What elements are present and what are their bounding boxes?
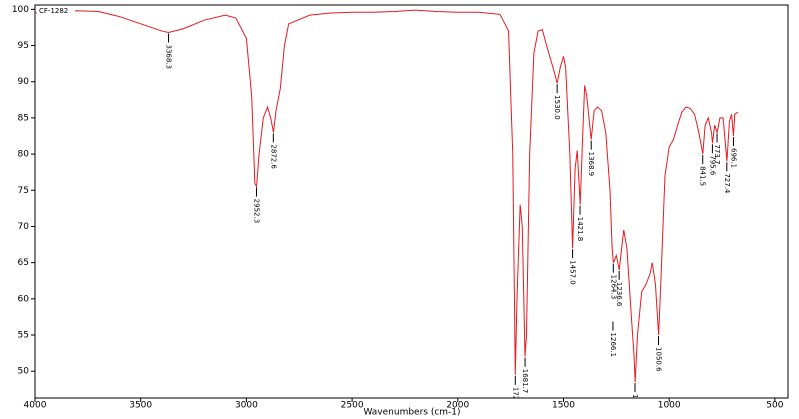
- y-tick-label: 90: [18, 77, 30, 87]
- y-tick-label: 100: [12, 5, 29, 15]
- peak-label: 1050.6: [654, 347, 662, 372]
- x-tick-label: 1000: [658, 401, 681, 411]
- x-tick-label: 3000: [235, 401, 258, 411]
- peak-label: 2872.6: [269, 144, 277, 169]
- peak-label: 1728.1: [511, 387, 519, 412]
- peak-label: 3368.3: [165, 45, 173, 70]
- y-tick-label: 80: [18, 150, 30, 160]
- peak-label: 1457.0: [569, 260, 577, 285]
- peak-label: 773.7: [713, 144, 721, 164]
- peak-label: 1264.3: [609, 275, 617, 300]
- peak-label: 1421.8: [576, 217, 584, 242]
- y-tick-label: 95: [18, 41, 29, 51]
- x-tick-label: 2000: [446, 401, 469, 411]
- y-tick-label: 85: [18, 113, 29, 123]
- x-tick-label: 2500: [341, 401, 364, 411]
- y-tick-label: 75: [18, 186, 29, 196]
- peak-label: 1161.8: [631, 394, 639, 419]
- legend-box: [37, 6, 75, 16]
- peak-label: 841.5: [699, 166, 707, 186]
- x-tick-label: 4000: [24, 401, 47, 411]
- x-tick-label: 1500: [552, 401, 575, 411]
- peak-label: 1681.7: [521, 369, 529, 394]
- x-axis-title: Wavenumbers (cm-1): [363, 408, 460, 418]
- legend-label: CF-1282: [39, 7, 68, 15]
- peak-label: 1530.0: [553, 95, 561, 120]
- peak-label: 1368.9: [587, 152, 595, 177]
- peak-label: 795.6: [708, 155, 716, 176]
- x-tick-label: 3500: [129, 401, 152, 411]
- y-tick-label: 50: [18, 367, 30, 377]
- plot-frame: [34, 4, 789, 399]
- peak-label: 1266.1: [609, 333, 617, 358]
- peak-label: 1236.6: [615, 282, 623, 307]
- y-tick-label: 55: [18, 331, 29, 341]
- y-tick-label: 70: [18, 222, 30, 232]
- x-tick-label: 500: [766, 401, 783, 411]
- y-tick-label: 65: [18, 258, 29, 268]
- spectrum-line: [35, 9, 739, 383]
- peak-label: 2952.3: [252, 199, 260, 224]
- y-tick-label: 60: [18, 294, 30, 304]
- peak-label: 727.4: [723, 173, 731, 194]
- peak-label: 696.1: [729, 148, 737, 168]
